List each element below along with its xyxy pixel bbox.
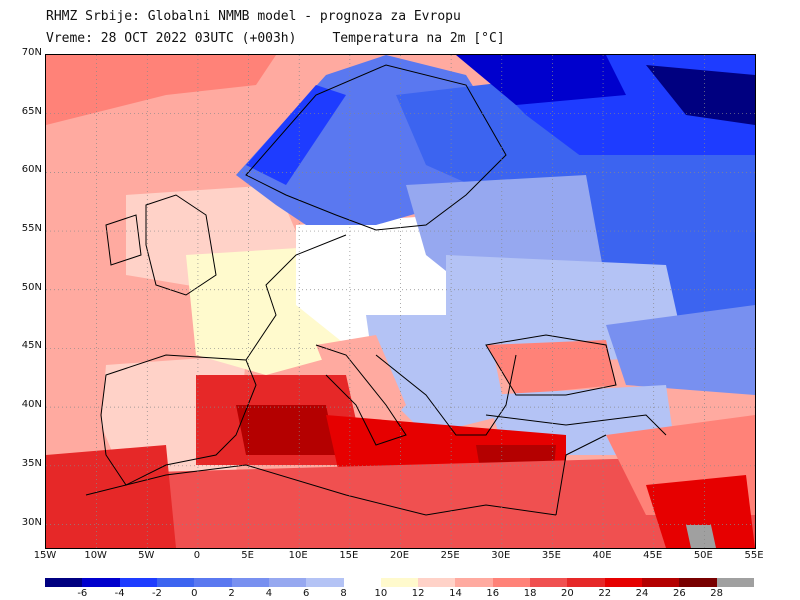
lat-label: 40N xyxy=(21,399,42,411)
colorbar-segment xyxy=(343,578,381,587)
lon-label: 40E xyxy=(592,550,612,561)
region-italy xyxy=(316,335,406,445)
region-greenland-sea xyxy=(46,55,276,125)
coastline-levant xyxy=(555,434,607,516)
colorbar-label: 6 xyxy=(303,588,310,599)
colorbar-segment xyxy=(679,578,717,587)
lon-label: 50E xyxy=(693,550,713,561)
colorbar-label: -2 xyxy=(151,588,162,599)
lon-label: 25E xyxy=(440,550,460,561)
region-tyrrhenian xyxy=(236,405,336,455)
colorbar-label: 18 xyxy=(523,588,537,599)
colorbar-label: 28 xyxy=(710,588,724,599)
colorbar-segment xyxy=(268,578,307,587)
lon-label: 30E xyxy=(491,550,511,561)
colorbar-label: 8 xyxy=(340,588,347,599)
region-barents-coast xyxy=(456,55,626,105)
valid-time: Vreme: 28 OCT 2022 03UTC (+003h) xyxy=(46,31,297,46)
colorbar-segment xyxy=(530,578,568,587)
coastline-black-sea xyxy=(485,334,617,396)
colorbar-segment xyxy=(716,578,754,587)
coastline-balkans xyxy=(375,354,517,436)
colorbar-label: 24 xyxy=(635,588,649,599)
colorbar-label: 10 xyxy=(374,588,388,599)
colorbar-label: 20 xyxy=(561,588,574,599)
lat-label: 65N xyxy=(21,105,42,117)
colorbar-segment xyxy=(45,578,83,587)
lat-label: 30N xyxy=(21,516,42,528)
colorbar-label: -4 xyxy=(114,588,125,599)
coastline-scandinavia xyxy=(245,64,507,231)
lat-label: 50N xyxy=(21,281,42,293)
colorbar xyxy=(45,578,754,587)
coastlines xyxy=(85,64,667,516)
coastline-turkey xyxy=(485,414,667,436)
region-kola xyxy=(646,65,755,125)
colorbar-segment xyxy=(156,578,195,587)
region-caucasus xyxy=(606,305,755,395)
coastline-italy xyxy=(315,344,407,446)
coastline-africa xyxy=(85,464,557,516)
region-norway-coast xyxy=(246,85,346,185)
map-title: RHMZ Srbije: Globalni NMMB model - progn… xyxy=(46,9,461,24)
map-subtitle: Vreme: 28 OCT 2022 03UTC (+003h) Temperat… xyxy=(46,31,505,46)
colorbar-segment xyxy=(306,578,344,587)
coastline-ireland xyxy=(105,214,142,266)
colorbar-label: 12 xyxy=(411,588,425,599)
colorbar-segment xyxy=(231,578,269,587)
coastline-britain xyxy=(145,194,217,296)
colorbar-segment xyxy=(119,578,157,587)
lat-label: 70N xyxy=(21,47,42,58)
colorbar-label: -6 xyxy=(77,588,88,599)
lon-label: 15E xyxy=(339,550,359,561)
temperature-field xyxy=(46,55,755,548)
lon-label: 45E xyxy=(643,550,663,561)
lon-label: 55E xyxy=(744,550,764,561)
lat-label: 35N xyxy=(21,457,42,469)
lat-label: 55N xyxy=(21,223,42,235)
colorbar-segment xyxy=(82,578,120,587)
coastline-france-lowcountries xyxy=(245,234,347,361)
region-central-europe xyxy=(296,215,466,345)
region-mountain-gray xyxy=(686,525,716,548)
lon-label: 10E xyxy=(288,550,308,561)
colorbar-label: 22 xyxy=(598,588,612,599)
lat-label: 60N xyxy=(21,164,42,176)
lon-label: 20E xyxy=(389,550,410,561)
region-north-africa xyxy=(46,455,755,548)
colorbar-segment xyxy=(455,578,493,587)
colorbar-segment xyxy=(567,578,605,587)
coastline-iberia xyxy=(100,354,257,486)
colorbar-label: 2 xyxy=(228,588,235,599)
region-red-sea xyxy=(646,475,755,548)
lon-label: 35E xyxy=(541,550,561,561)
colorbar-segment xyxy=(642,578,680,587)
colorbar-segment xyxy=(194,578,232,587)
colorbar-label: 14 xyxy=(449,588,462,599)
colorbar-label: 26 xyxy=(672,588,686,599)
lon-label: 0 xyxy=(193,550,201,561)
lon-label: 10W xyxy=(84,550,107,561)
parameter-label: Temperatura na 2m [°C] xyxy=(332,31,505,46)
colorbar-segment xyxy=(380,578,419,587)
region-black-sea xyxy=(486,340,616,395)
lon-label: 15W xyxy=(33,550,57,561)
lon-label: 5W xyxy=(138,550,155,561)
region-sahara-west xyxy=(46,445,176,548)
colorbar-segment xyxy=(604,578,642,587)
colorbar-label: 16 xyxy=(486,588,500,599)
lat-label: 45N xyxy=(21,340,42,352)
colorbar-label: 4 xyxy=(265,588,273,599)
colorbar-segment xyxy=(492,578,531,587)
temperature-map xyxy=(45,54,756,549)
colorbar-label: 0 xyxy=(191,588,198,599)
lon-label: 5E xyxy=(241,550,254,561)
colorbar-segment xyxy=(418,578,456,587)
